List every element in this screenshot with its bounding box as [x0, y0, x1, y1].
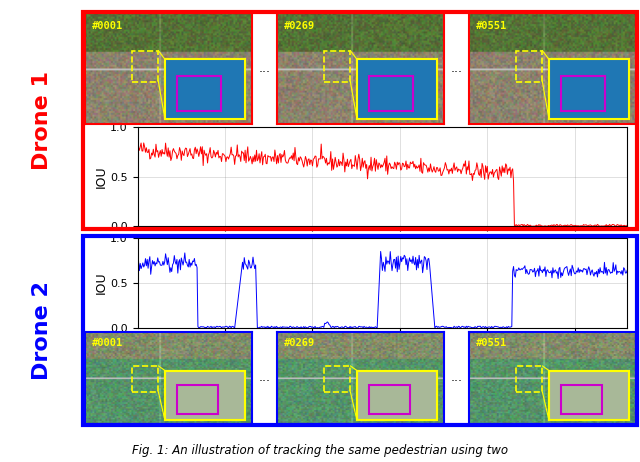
Point [83, 330, 91, 336]
Line: 2 pts: 2 pts [350, 50, 357, 60]
Line: 2 pts: 2 pts [542, 81, 549, 119]
Line: 2 pts: 2 pts [350, 366, 357, 371]
Bar [165, 60, 245, 119]
Bar [165, 371, 245, 420]
Line: 2 pts: 2 pts [158, 81, 165, 119]
Point [83, 331, 91, 336]
Bar [324, 50, 350, 81]
Point [83, 330, 91, 335]
Point [467, 11, 475, 17]
Line: 2 pts: 2 pts [542, 392, 549, 420]
Line: 2 pts: 2 pts [350, 392, 357, 420]
Point [275, 11, 283, 17]
Point [83, 12, 91, 18]
Bar [549, 60, 629, 119]
Text: #0269: #0269 [284, 338, 315, 348]
X-axis label: frame: frame [362, 252, 403, 265]
Text: #0551: #0551 [476, 338, 507, 348]
Bar [357, 60, 437, 119]
Point [275, 331, 283, 336]
Y-axis label: IOU: IOU [95, 165, 108, 188]
Bar [324, 366, 350, 392]
Bar [132, 50, 158, 81]
FancyBboxPatch shape [357, 60, 437, 119]
Point [467, 331, 475, 336]
Point [83, 12, 91, 18]
Text: Drone 2: Drone 2 [31, 281, 52, 380]
Line: 2 pts: 2 pts [542, 366, 549, 371]
Point [467, 12, 475, 18]
Point [467, 330, 475, 335]
Point [467, 12, 475, 18]
Text: ...: ... [451, 62, 462, 75]
Text: ...: ... [451, 371, 462, 384]
Point [83, 12, 91, 18]
Text: #0551: #0551 [476, 21, 507, 30]
Line: 2 pts: 2 pts [158, 392, 165, 420]
Line: 2 pts: 2 pts [158, 366, 165, 371]
Point [83, 11, 91, 17]
Text: #0269: #0269 [284, 21, 315, 30]
Point [83, 331, 91, 336]
Bar [561, 385, 602, 414]
Bar [516, 50, 542, 81]
Bar [549, 371, 629, 420]
Point [275, 12, 283, 18]
FancyBboxPatch shape [357, 371, 437, 420]
Line: 2 pts: 2 pts [542, 50, 549, 60]
Line: 2 pts: 2 pts [158, 50, 165, 60]
FancyBboxPatch shape [165, 371, 245, 420]
Bar [357, 371, 437, 420]
Text: Drone 1: Drone 1 [31, 71, 52, 170]
Point [275, 331, 283, 336]
Bar [177, 76, 221, 111]
Point [275, 330, 283, 335]
Point [467, 331, 475, 336]
Text: #0001: #0001 [92, 21, 123, 30]
Text: #0001: #0001 [92, 338, 123, 348]
Y-axis label: IOU: IOU [95, 272, 108, 294]
Point [467, 330, 475, 336]
Bar [561, 76, 605, 111]
FancyBboxPatch shape [165, 60, 245, 119]
Point [275, 12, 283, 18]
Bar [177, 385, 218, 414]
Bar [369, 76, 413, 111]
Line: 2 pts: 2 pts [350, 81, 357, 119]
X-axis label: frame: frame [362, 353, 403, 366]
Text: ...: ... [259, 371, 270, 384]
Bar [516, 366, 542, 392]
FancyBboxPatch shape [549, 60, 629, 119]
Point [275, 12, 283, 18]
FancyBboxPatch shape [549, 371, 629, 420]
Text: ...: ... [259, 62, 270, 75]
Bar [132, 366, 158, 392]
Point [275, 330, 283, 336]
Text: Fig. 1: An illustration of tracking the same pedestrian using two: Fig. 1: An illustration of tracking the … [132, 444, 508, 457]
Point [467, 12, 475, 18]
Bar [369, 385, 410, 414]
